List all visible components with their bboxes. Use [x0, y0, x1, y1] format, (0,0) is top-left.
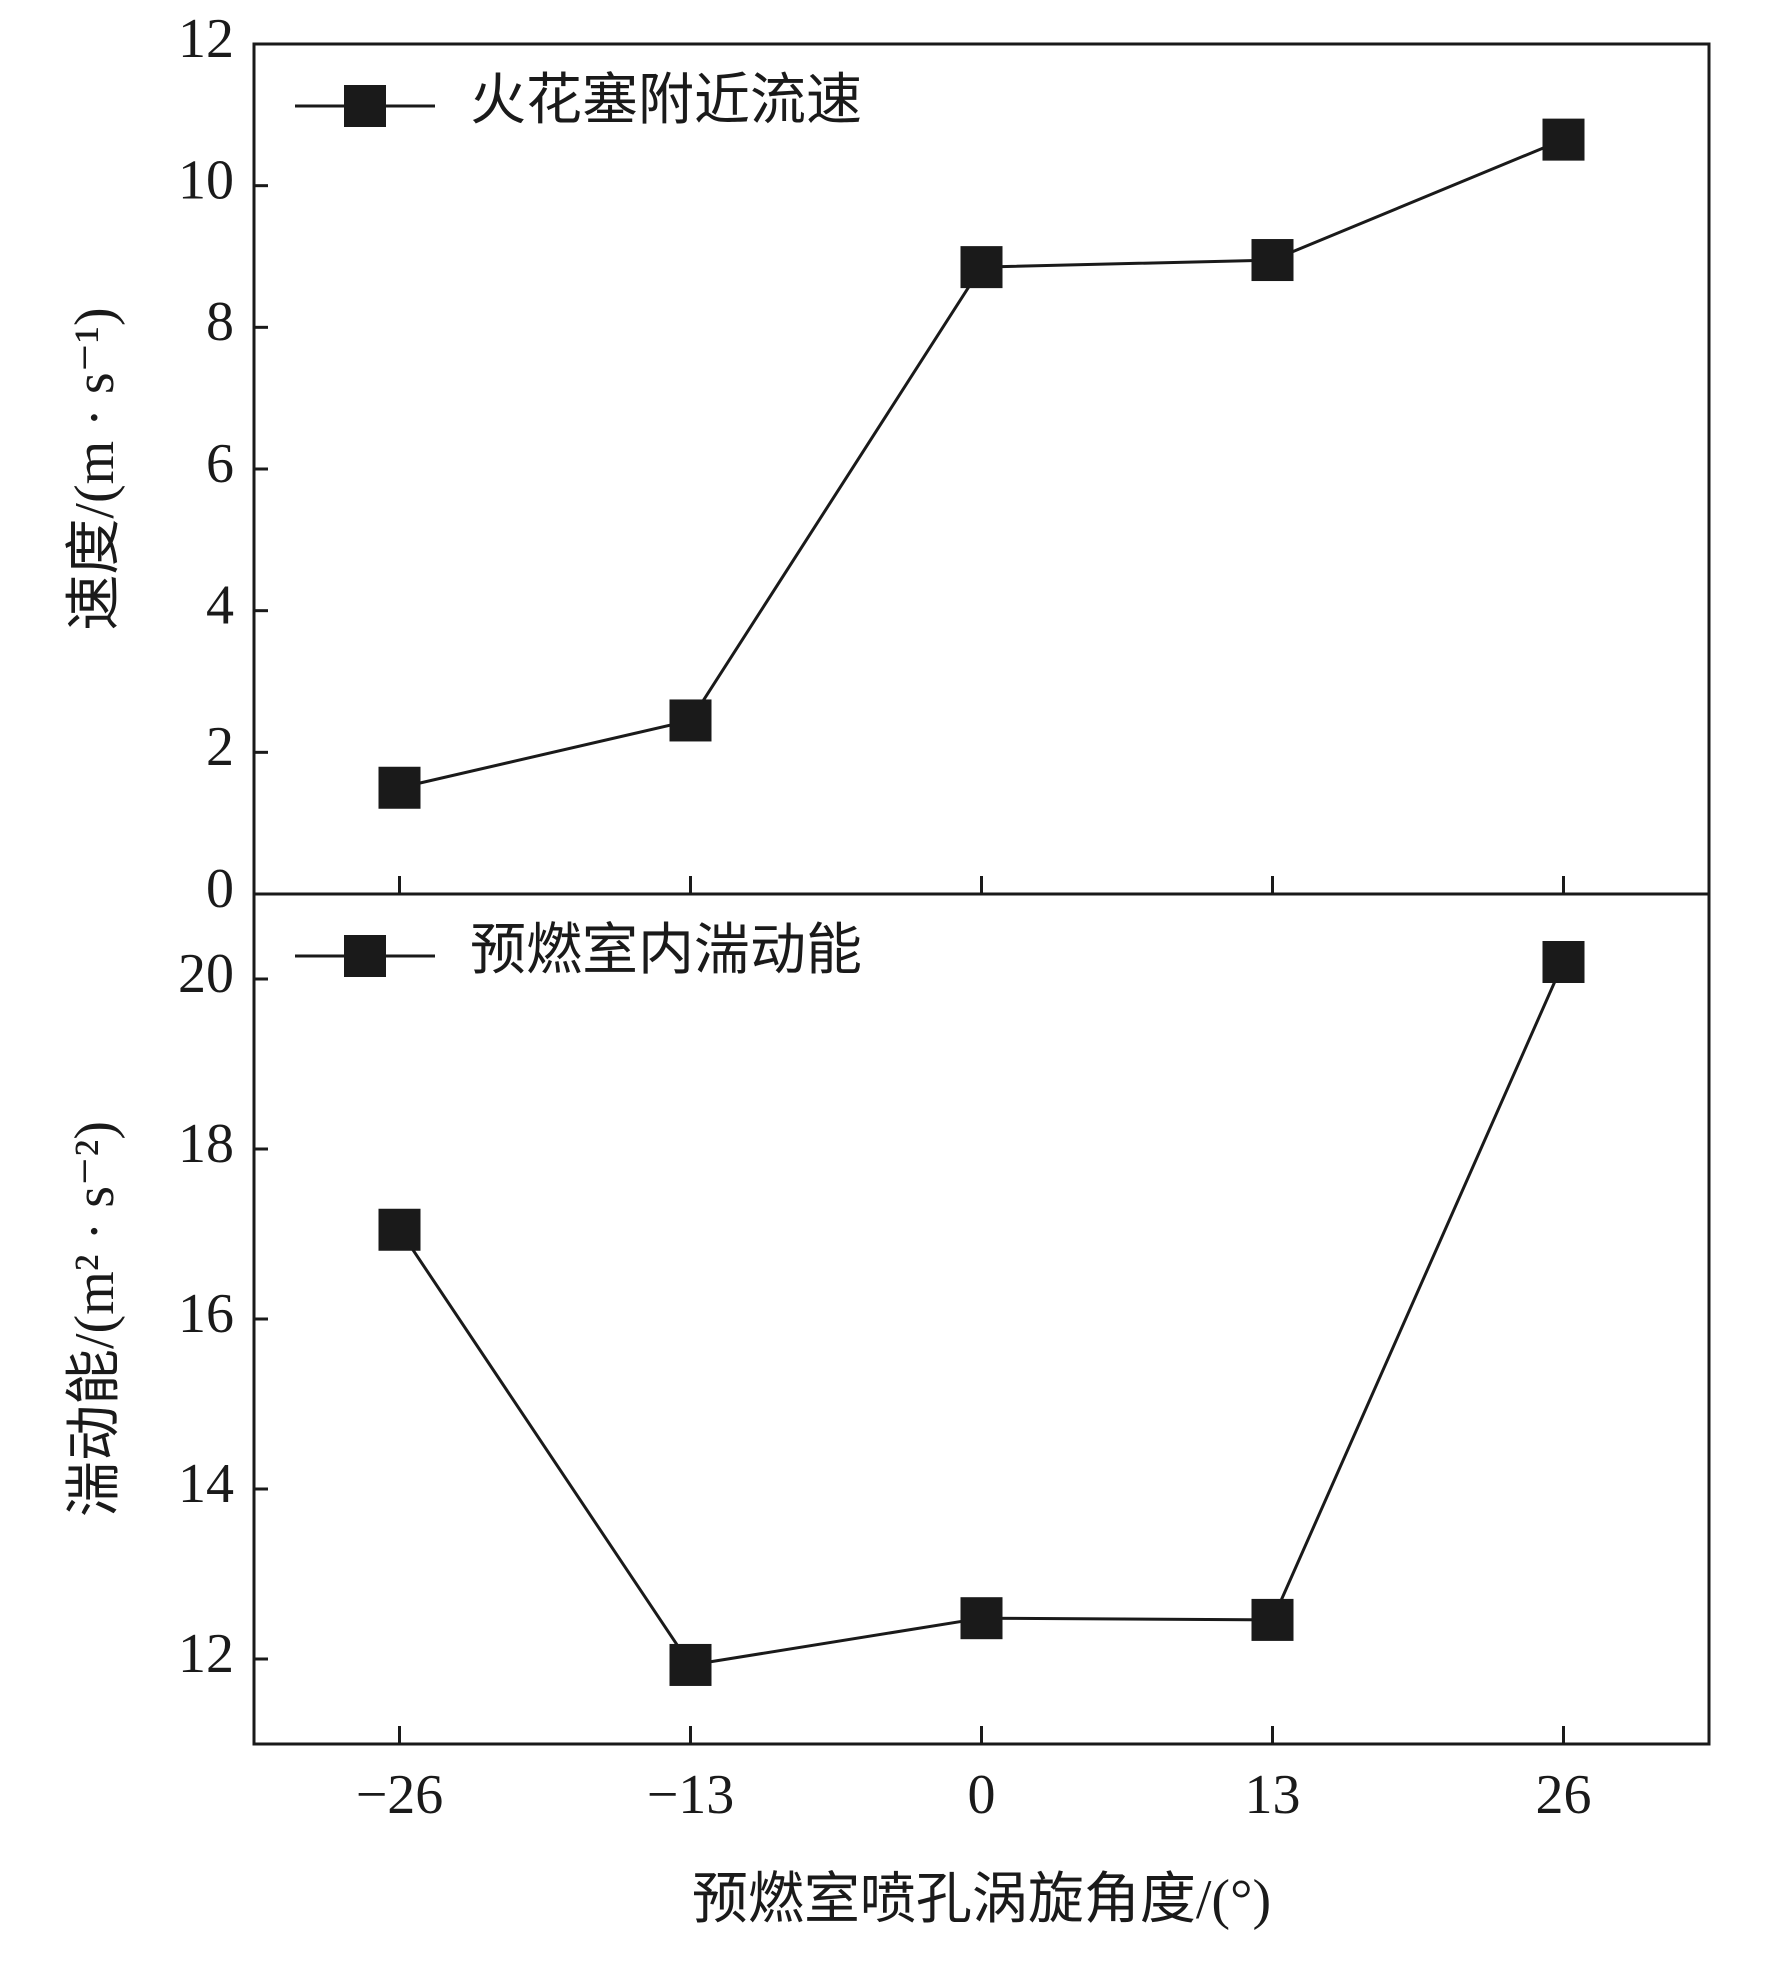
x-tick-label: 13 — [1245, 1764, 1301, 1826]
x-axis-title: 预燃室喷孔涡旋角度/(°) — [692, 1869, 1271, 1931]
y-tick-label: 4 — [206, 575, 234, 637]
legend-label: 火花塞附近流速 — [470, 70, 862, 132]
y-tick-label: 12 — [178, 8, 234, 70]
y-axis-title: 速度/(m · s⁻¹) — [64, 307, 126, 630]
data-point — [1542, 941, 1585, 983]
series-line — [399, 138, 1565, 790]
legend-marker — [344, 85, 386, 127]
data-point — [378, 1208, 421, 1251]
x-tick-label: 26 — [1536, 1764, 1592, 1826]
data-point — [960, 1597, 1003, 1640]
data-point — [669, 699, 712, 742]
series-line — [398, 961, 1565, 1667]
y-tick-label: 6 — [206, 433, 234, 495]
y-tick-label: 0 — [206, 858, 234, 920]
x-tick-label: −13 — [647, 1764, 735, 1826]
y-axis-title: 湍动能/(m² · s⁻²) — [64, 1121, 126, 1517]
data-point — [960, 246, 1003, 289]
y-tick-label: 8 — [206, 291, 234, 353]
x-tick-label: −26 — [356, 1764, 444, 1826]
data-point — [378, 766, 421, 809]
y-tick-label: 10 — [178, 150, 234, 212]
y-tick-label: 16 — [178, 1283, 234, 1345]
y-tick-label: 20 — [178, 943, 234, 1005]
legend-label: 预燃室内湍动能 — [470, 920, 862, 982]
y-tick-label: 12 — [178, 1623, 234, 1685]
x-tick-label: 0 — [968, 1764, 996, 1826]
y-tick-label: 2 — [206, 716, 234, 778]
y-tick-label: 14 — [178, 1453, 234, 1515]
data-point — [1542, 118, 1585, 161]
data-point — [1251, 1598, 1294, 1641]
data-point — [669, 1643, 712, 1686]
y-tick-label: 18 — [178, 1113, 234, 1175]
data-point — [1251, 239, 1294, 282]
plot-frame — [252, 42, 1711, 896]
legend-marker — [344, 935, 386, 977]
